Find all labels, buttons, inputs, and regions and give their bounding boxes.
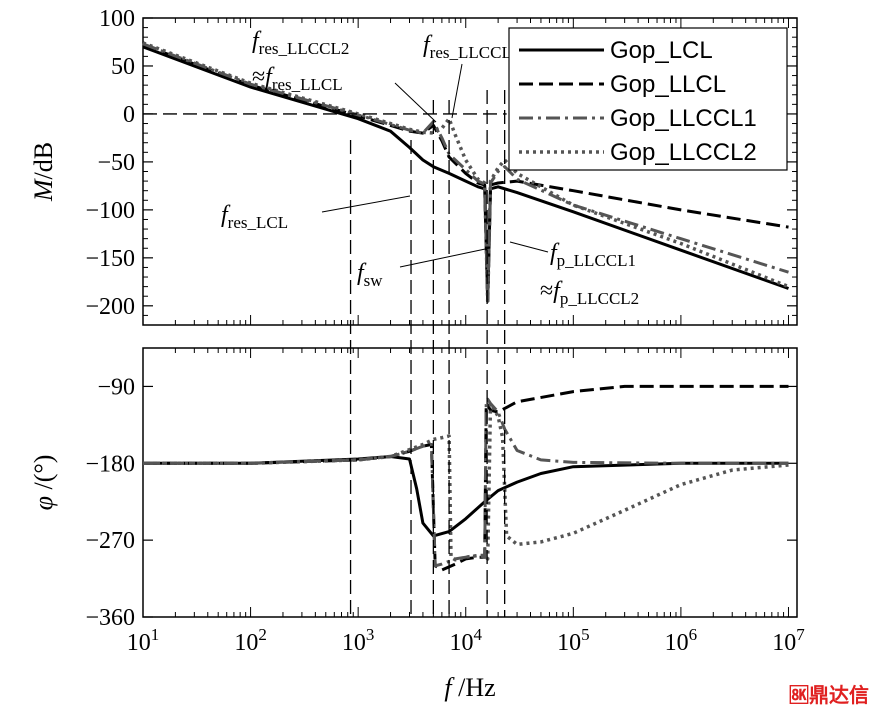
y-axis-label-unit: /dB	[29, 142, 58, 180]
series-gop-llccl1	[142, 42, 789, 303]
freq-subscript: p_LLCCL1	[557, 251, 636, 270]
annotation-f-res-llccl1: fres_LLCCL1	[423, 32, 520, 62]
x-tick-base: 10	[772, 630, 796, 656]
freq-subscript: res_LCL	[228, 213, 288, 232]
annotation-leader	[509, 241, 549, 253]
x-tick-base: 10	[342, 630, 366, 656]
annotation-f-sw: fsw	[357, 260, 383, 290]
freq-subscript: p_LLCCL2	[560, 289, 639, 308]
y-tick-label: 100	[99, 6, 135, 32]
plot-frame	[142, 347, 798, 618]
x-tick-label: 103	[342, 625, 375, 656]
y-axis-label-italic: M	[29, 178, 58, 202]
x-tick-label: 107	[772, 625, 805, 656]
freq-symbol: f	[252, 28, 262, 54]
magnitude-panel: 100 50 0 −50 −100 −150 −200 M/dB	[29, 6, 798, 326]
y-axis-label: φ /(°)	[29, 455, 58, 511]
freq-subscript: res_LLCL	[272, 75, 343, 94]
freq-subscript: res_LLCCL2	[259, 39, 350, 58]
y-tick-label: −180	[85, 451, 135, 477]
freq-symbol: f	[553, 278, 563, 304]
freq-symbol: f	[423, 32, 433, 58]
legend-entry: Gop_LLCCL2	[610, 139, 757, 166]
y-axis-label: M/dB	[29, 142, 58, 202]
x-tick-base: 10	[449, 630, 473, 656]
x-tick-label: 106	[665, 625, 698, 656]
x-tick-label: 101	[127, 625, 160, 656]
y-tick-label: −200	[85, 294, 135, 320]
freq-subscript: sw	[364, 271, 384, 290]
x-tick-exponent: 2	[258, 625, 267, 644]
annotation-f-p-llccl2: ≈fp_LLCCL2	[540, 278, 639, 308]
legend-entry: Gop_LCL	[610, 37, 713, 64]
y-tick-label: −90	[97, 374, 135, 400]
y-tick-label: −100	[85, 198, 135, 224]
freq-symbol: f	[221, 202, 231, 228]
series-gop-llccl2	[142, 41, 790, 303]
y-axis-label-unit: /(°)	[29, 455, 58, 496]
annotation-leader	[394, 82, 437, 123]
watermark-logo: 🆟鼎达信	[789, 683, 869, 707]
series-gop-lcl	[142, 45, 790, 303]
x-tick-base: 10	[665, 630, 689, 656]
annotation-f-res-llccl2-a: fres_LLCCL2	[252, 28, 349, 58]
annotation-leader	[321, 195, 411, 213]
x-tick-label: 104	[449, 625, 482, 656]
annotation-leader	[451, 63, 463, 119]
x-tick-label: 105	[557, 625, 590, 656]
x-axis-label-italic: f	[444, 673, 455, 702]
annotation-f-res-lcl: fres_LCL	[221, 202, 288, 232]
y-tick-label: −50	[97, 150, 135, 176]
frequency-annotations: fres_LLCCL2≈fres_LLCLfres_LLCCL1fres_LCL…	[221, 28, 639, 617]
freq-symbol: f	[357, 260, 367, 286]
x-tick-base: 10	[557, 630, 581, 656]
x-axis-label-unit: /Hz	[452, 673, 496, 702]
series-gop-llccl2	[143, 401, 789, 562]
x-tick-exponent: 5	[581, 625, 590, 644]
series-gop-lcl	[143, 455, 789, 538]
x-tick-exponent: 3	[366, 625, 375, 644]
freq-subscript: res_LLCCL1	[430, 43, 521, 62]
y-tick-label: 50	[111, 54, 135, 80]
x-tick-exponent: 6	[689, 625, 698, 644]
x-axis-label: f /Hz	[444, 673, 495, 702]
x-tick-base: 10	[127, 630, 151, 656]
x-tick-exponent: 4	[473, 625, 482, 644]
series-gop-llcl	[143, 384, 789, 572]
annotation-f-res-llcl: ≈fres_LLCL	[252, 64, 343, 94]
y-tick-label: −150	[85, 246, 135, 272]
y-axis-label-italic: φ	[29, 496, 58, 510]
series-gop-llcl	[142, 43, 789, 303]
x-tick-exponent: 1	[151, 625, 160, 644]
y-tick-label: −270	[85, 528, 135, 554]
x-tick-base: 10	[234, 630, 258, 656]
annotation-leader	[399, 247, 491, 268]
annotation-f-p-llccl1: fp_LLCCL1	[550, 240, 636, 270]
freq-symbol: f	[550, 240, 560, 266]
legend-entry: Gop_LLCCL1	[610, 105, 757, 132]
legend: Gop_LCL Gop_LLCL Gop_LLCCL1 Gop_LLCCL2	[508, 27, 788, 171]
y-tick-label: 0	[123, 102, 135, 128]
x-tick-exponent: 7	[796, 625, 805, 644]
y-tick-label: −360	[85, 605, 135, 631]
x-tick-label: 102	[234, 625, 266, 656]
legend-box	[508, 27, 788, 171]
approx-sign: ≈	[252, 64, 265, 90]
approx-sign: ≈	[540, 278, 553, 304]
freq-symbol: f	[265, 64, 275, 90]
legend-entry: Gop_LLCL	[610, 71, 726, 98]
